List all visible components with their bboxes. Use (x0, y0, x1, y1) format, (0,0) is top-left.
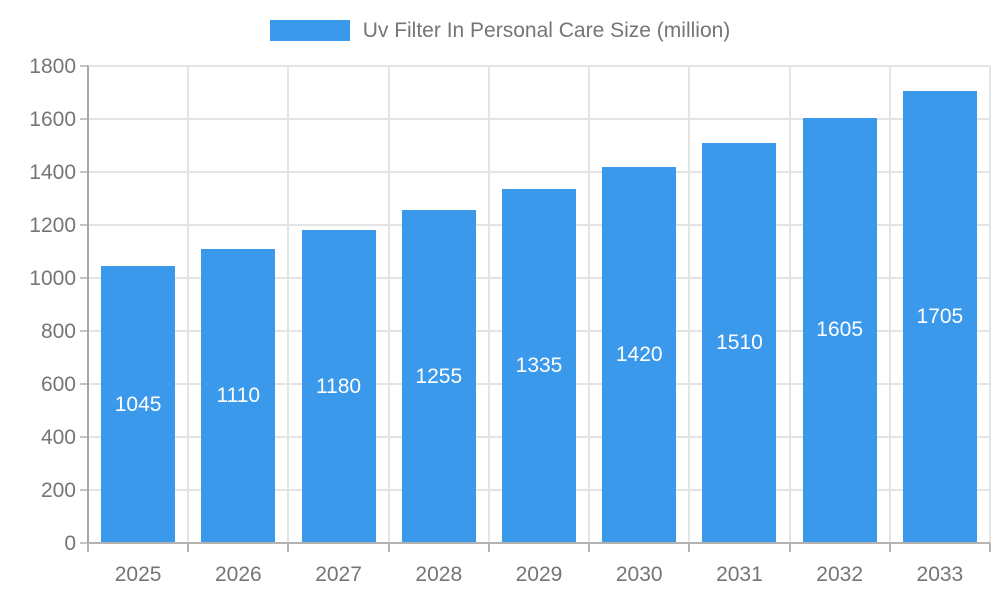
bar-value-label: 1110 (216, 383, 261, 407)
y-grid-line (88, 118, 990, 120)
x-tick (487, 543, 490, 552)
legend-swatch-icon (269, 20, 350, 41)
bar[interactable]: 1180 (301, 230, 376, 543)
bar[interactable]: 1255 (401, 210, 476, 543)
bar[interactable]: 1605 (802, 117, 877, 543)
bar-value-label: 1605 (816, 318, 864, 342)
x-grid-line (688, 66, 691, 543)
y-tick (80, 65, 88, 67)
x-axis-line (88, 542, 990, 544)
x-tick (989, 543, 991, 552)
y-tick-label: 200 (40, 479, 76, 502)
x-tick-label: 2025 (114, 563, 162, 586)
y-tick-label: 400 (40, 426, 76, 449)
legend-label: Uv Filter In Personal Care Size (million… (362, 19, 731, 42)
x-tick-label: 2030 (615, 563, 663, 586)
x-grid-line (888, 66, 891, 543)
bar[interactable]: 1510 (702, 142, 777, 543)
bar[interactable]: 1420 (602, 166, 677, 543)
y-tick-label: 0 (64, 532, 76, 555)
x-tick (888, 543, 891, 552)
y-tick-label: 600 (40, 373, 76, 396)
x-tick (588, 543, 591, 552)
bar-value-label: 1420 (615, 342, 663, 366)
y-tick (80, 489, 88, 491)
bar-value-label: 1335 (515, 354, 563, 378)
bar[interactable]: 1045 (101, 266, 176, 543)
x-grid-line (287, 66, 290, 543)
bar-value-label: 1180 (315, 374, 362, 398)
x-grid-line (387, 66, 390, 543)
y-tick (80, 383, 88, 385)
x-tick-label: 2031 (716, 563, 763, 586)
x-tick (187, 543, 190, 552)
bar-value-label: 1255 (415, 364, 463, 388)
y-tick-label: 800 (40, 320, 76, 343)
x-tick-label: 2026 (214, 563, 262, 586)
y-tick (80, 436, 88, 438)
x-tick-label: 2028 (415, 563, 463, 586)
bar[interactable]: 1110 (201, 248, 276, 543)
y-tick-label: 1200 (29, 214, 76, 237)
x-tick (387, 543, 390, 552)
y-tick (80, 224, 88, 226)
y-tick (80, 171, 88, 173)
y-tick-label: 1600 (29, 108, 76, 131)
x-tick (788, 543, 791, 552)
x-tick-label: 2027 (315, 563, 362, 586)
bar-value-label: 1510 (716, 330, 763, 354)
x-tick (688, 543, 691, 552)
x-tick (87, 543, 89, 552)
x-tick (287, 543, 290, 552)
x-grid-line (187, 66, 190, 543)
y-tick-label: 1400 (29, 161, 76, 184)
bar-value-label: 1705 (916, 305, 964, 329)
y-tick (80, 277, 88, 279)
bar[interactable]: 1705 (902, 91, 977, 543)
bar[interactable]: 1335 (502, 189, 576, 543)
x-grid-line (989, 66, 991, 543)
x-tick-label: 2029 (515, 563, 563, 586)
y-tick (80, 330, 88, 332)
x-tick-label: 2032 (816, 563, 864, 586)
y-grid-line (88, 65, 990, 67)
y-tick (80, 542, 88, 544)
y-tick-label: 1800 (29, 55, 76, 78)
legend[interactable]: Uv Filter In Personal Care Size (million… (0, 20, 1000, 41)
y-grid-line (88, 171, 990, 173)
y-tick-label: 1000 (29, 267, 76, 290)
bar-value-label: 1045 (114, 392, 162, 416)
x-grid-line (788, 66, 791, 543)
x-grid-line (487, 66, 490, 543)
y-axis-line (87, 66, 89, 552)
plot-area: 1045 1110 1180 1255 1335 1420 1510 1605 1705 (88, 65, 991, 543)
y-tick (80, 118, 88, 120)
x-grid-line (588, 66, 591, 543)
x-tick-label: 2033 (916, 563, 964, 586)
